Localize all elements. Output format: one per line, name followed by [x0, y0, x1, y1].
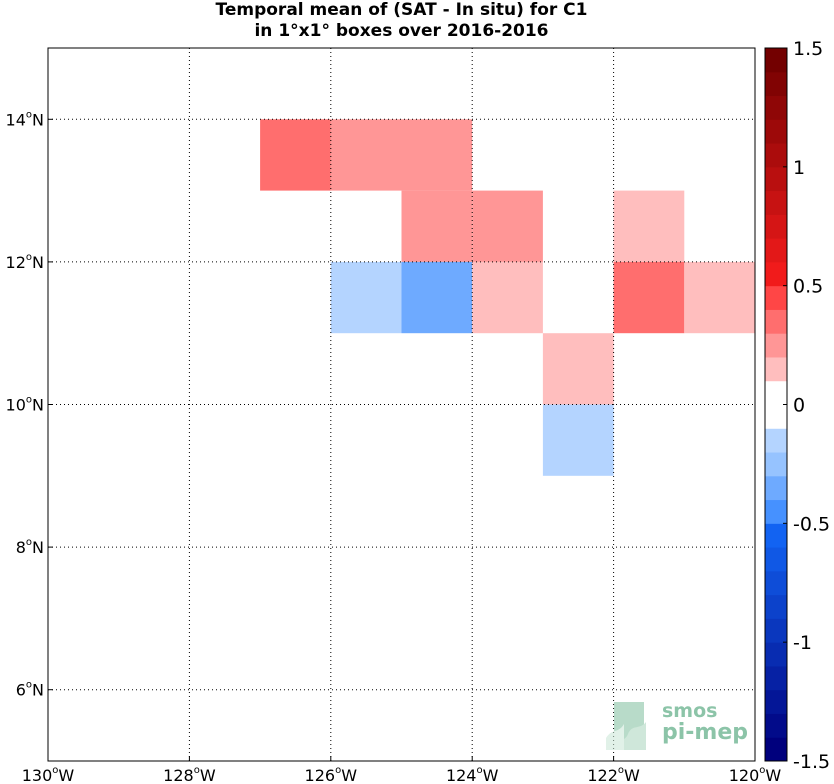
x-tick-label: 124oW — [446, 765, 499, 784]
colorbar-bin — [765, 71, 787, 97]
colorbar-bin — [765, 119, 787, 144]
colorbar-bin — [765, 333, 787, 358]
colorbar-bin — [765, 356, 787, 382]
colorbar-bin — [765, 713, 787, 738]
colorbar-bin — [765, 499, 787, 524]
heatmap-cell — [542, 333, 614, 405]
colorbar-bin — [765, 665, 787, 691]
heatmap-cell — [613, 261, 685, 334]
y-axis-ticks: 6oN 8oN 10oN 12oN 14oN — [6, 109, 53, 700]
colorbar-bin — [765, 452, 787, 477]
logo-text-smos: smos — [662, 700, 718, 722]
heatmap-cell — [330, 261, 402, 334]
heatmap-cell — [472, 261, 543, 334]
map-title-line2: in 1°x1° boxes over 2016-2016 — [254, 21, 549, 41]
colorbar-bin — [765, 285, 787, 310]
x-axis-ticks: 130oW 128oW 126oW 124oW 122oW 120oW — [22, 756, 782, 784]
colorbar-bin — [765, 570, 787, 596]
colorbar-bin — [765, 238, 787, 263]
wave-icon — [606, 702, 646, 750]
heatmap-cell — [684, 261, 755, 334]
heatmap-cell — [401, 190, 473, 262]
colorbar-bin — [765, 48, 787, 73]
colorbar-bin — [765, 95, 787, 120]
colorbar-bin — [765, 380, 787, 405]
colorbar-tick-label: -0.5 — [793, 513, 830, 535]
map-title-line1: Temporal mean of (SAT - In situ) for C1 — [215, 0, 588, 20]
heatmap-cell — [330, 119, 402, 191]
colorbar-bin — [765, 404, 787, 429]
colorbar-bin — [765, 618, 787, 643]
colorbar-bin — [765, 261, 787, 287]
colorbar-tick-label: 0 — [793, 395, 805, 417]
y-tick-label: 12oN — [6, 252, 44, 272]
colorbar-bin — [765, 594, 787, 619]
heatmap-cell — [401, 261, 473, 334]
colorbar-bin — [765, 523, 787, 548]
colorbar-bin — [765, 428, 787, 453]
x-tick-label: 130oW — [22, 765, 75, 784]
y-tick-label: 8oN — [16, 537, 44, 557]
heatmap-cell — [401, 119, 473, 191]
heatmap-cell — [613, 190, 685, 262]
colorbar-tick-label: 1 — [793, 157, 805, 179]
colorbar-tick-label: -1 — [793, 632, 812, 654]
colorbar-bin — [765, 214, 787, 239]
colorbar-bin — [765, 737, 787, 762]
heatmap-cell — [472, 190, 543, 262]
colorbar-bin — [765, 143, 787, 168]
y-tick-label: 10oN — [6, 395, 44, 415]
x-tick-label: 122oW — [587, 765, 640, 784]
heatmap-cell — [260, 119, 331, 191]
y-tick-label: 6oN — [16, 680, 44, 700]
y-tick-label: 14oN — [6, 109, 44, 129]
colorbar: 1.5 1 0.5 0 -0.5 -1 -1.5 — [764, 38, 830, 773]
smos-pimep-logo: smos pi-mep — [604, 698, 754, 754]
x-tick-label: 128oW — [163, 765, 216, 784]
colorbar-bin — [765, 166, 787, 192]
heatmap-cell — [542, 404, 614, 476]
heatmap-cells — [260, 119, 755, 476]
colorbar-tick-label: 0.5 — [793, 276, 823, 298]
colorbar-bin — [765, 309, 787, 334]
x-tick-label: 120oW — [729, 765, 782, 784]
colorbar-bin — [765, 190, 787, 215]
logo-text-pimep: pi-mep — [662, 720, 749, 745]
colorbar-tick-label: 1.5 — [793, 38, 823, 60]
colorbar-bin — [765, 642, 787, 667]
graticule — [48, 48, 755, 761]
colorbar-tick-label: -1.5 — [793, 751, 830, 773]
colorbar-bin — [765, 475, 787, 501]
colorbar-bin — [765, 689, 787, 714]
x-tick-label: 126oW — [305, 765, 358, 784]
colorbar-bin — [765, 547, 787, 572]
